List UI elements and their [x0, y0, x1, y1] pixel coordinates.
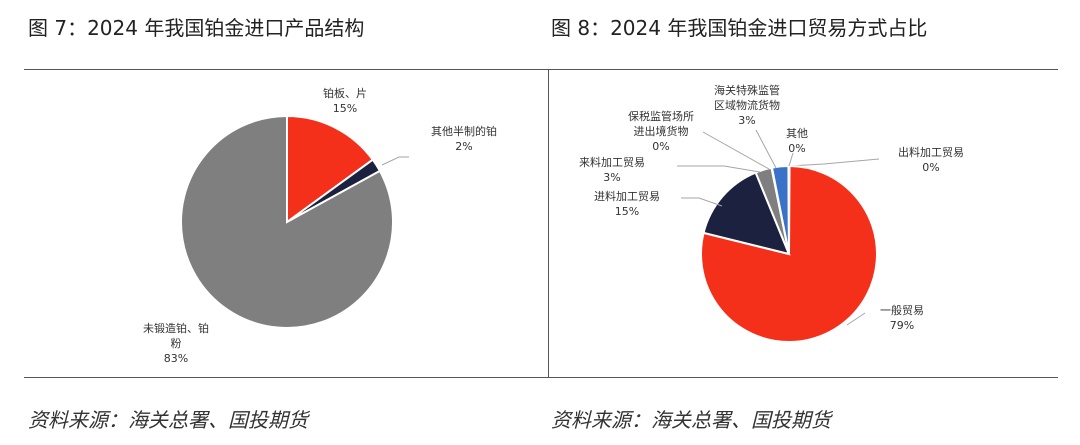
leader-line — [788, 152, 794, 167]
pie-chart-trade-mode: 出料加工贸易 0% 一般贸易 79% 进料加工贸易 15% 来料加工贸易 3% 保税监管场所进出… — [579, 83, 964, 343]
slice-value-label: 83% — [164, 352, 188, 365]
slice-value-label: 2% — [455, 140, 472, 153]
slice-category-label: 海关特殊监管 — [714, 83, 780, 97]
leader-line — [846, 312, 866, 326]
slice-category-label: 出料加工贸易 — [898, 145, 964, 159]
top-divider — [24, 69, 1058, 70]
slice-category-label: 来料加工贸易 — [579, 155, 645, 169]
slice-category-label: 进出境货物 — [634, 124, 689, 138]
pie-slice — [286, 114, 375, 224]
pie-slice — [787, 164, 790, 255]
slice-category-label: 未锻造铂、铂 — [143, 321, 209, 335]
leader-line — [677, 165, 761, 173]
slice-value-label: 3% — [738, 114, 755, 127]
leader-line — [788, 158, 880, 167]
pie-slice — [702, 171, 791, 256]
pie-slice — [700, 164, 878, 343]
slice-value-label: 0% — [922, 161, 939, 174]
slice-value-label: 15% — [615, 205, 639, 218]
slice-category-label: 保税监管场所 — [628, 109, 694, 123]
slice-value-label: 15% — [333, 102, 357, 115]
vertical-divider — [548, 69, 549, 378]
slice-category-label: 粉 — [171, 337, 182, 350]
pie-slice — [180, 114, 394, 329]
slice-category-label: 进料加工贸易 — [594, 189, 660, 203]
figure-8-source: 资料来源：海关总署、国投期货 — [551, 408, 831, 432]
leader-line — [702, 131, 770, 170]
figure-7-title: 图 7：2024 年我国铂金进口产品结构 — [28, 16, 365, 40]
pie-chart-product-structure: 铂板、片 15% 其他半制的铂 2% 未锻造铂、铂粉 83% — [143, 86, 497, 365]
figure-8-title: 图 8：2024 年我国铂金进口贸易方式占比 — [551, 16, 928, 40]
leader-line — [681, 197, 723, 207]
slice-value-label: 0% — [788, 142, 805, 155]
leader-line — [755, 129, 777, 169]
figure-7-source: 资料来源：海关总署、国投期货 — [28, 408, 308, 432]
slice-category-label: 其他半制的铂 — [431, 124, 497, 138]
bottom-divider — [24, 377, 1058, 378]
slice-category-label: 其他 — [786, 127, 808, 140]
slice-value-label: 3% — [603, 171, 620, 184]
leader-line — [381, 156, 409, 166]
slice-category-label: 铂板、片 — [323, 86, 367, 100]
slice-value-label: 0% — [652, 140, 669, 153]
slice-category-label: 一般贸易 — [880, 304, 924, 317]
slice-value-label: 79% — [890, 319, 914, 332]
slice-category-label: 区域物流货物 — [714, 98, 780, 112]
